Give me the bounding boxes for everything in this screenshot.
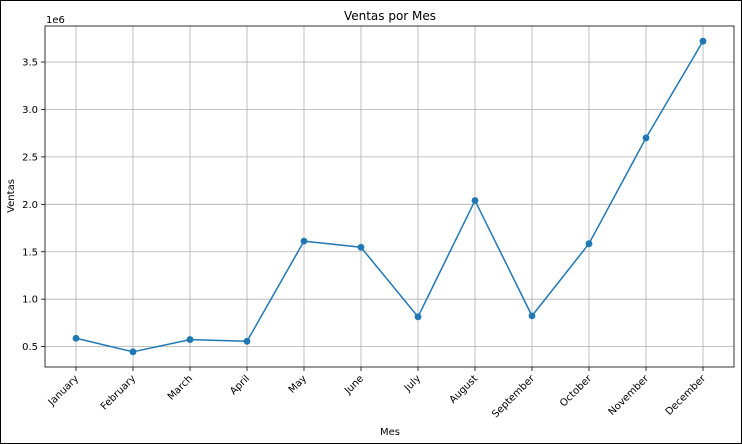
x-tick-label: November xyxy=(607,373,652,418)
data-point-marker xyxy=(357,243,365,251)
y-tick-label: 1.0 xyxy=(22,295,38,306)
data-point-marker xyxy=(585,240,593,248)
plot-area-border xyxy=(44,25,735,368)
series-layer xyxy=(72,37,707,356)
chart-title: Ventas por Mes xyxy=(344,9,436,23)
y-scale-label: 1e6 xyxy=(46,15,65,26)
data-point-marker xyxy=(72,334,80,342)
x-tick-label: August xyxy=(448,373,481,406)
x-tick-label: May xyxy=(287,373,309,395)
y-tick-label: 1.5 xyxy=(22,247,38,258)
x-axis-title: Mes xyxy=(380,427,400,438)
data-point-marker xyxy=(129,348,137,356)
x-tick-label: April xyxy=(228,373,252,397)
y-axis-title: Ventas xyxy=(6,179,17,213)
x-tick-label: February xyxy=(99,373,138,412)
x-tick-label: January xyxy=(46,373,81,408)
y-tick-label: 3.5 xyxy=(22,58,38,69)
x-tick-label: June xyxy=(342,373,366,397)
x-tick-label: September xyxy=(490,373,537,420)
data-point-marker xyxy=(699,37,707,45)
data-point-marker xyxy=(186,336,194,343)
data-point-marker xyxy=(528,312,536,320)
y-tick-label: 0.5 xyxy=(22,342,38,353)
tick-label-layer: January February March April May June July Augu… xyxy=(22,58,709,421)
y-tick-label: 2.0 xyxy=(22,200,38,211)
x-tick-label: July xyxy=(402,373,423,394)
data-point-marker xyxy=(471,197,479,204)
data-point-marker xyxy=(243,337,251,345)
x-tick-label: October xyxy=(558,373,595,410)
y-tick-label: 2.5 xyxy=(22,152,38,163)
data-point-marker xyxy=(414,313,422,321)
x-tick-label: March xyxy=(166,373,195,402)
data-point-marker xyxy=(642,134,650,142)
series-line xyxy=(75,40,704,353)
x-tick-label: December xyxy=(664,373,709,418)
y-tick-label: 3.0 xyxy=(22,105,38,116)
axis-layer xyxy=(41,25,735,371)
grid-layer xyxy=(45,26,734,367)
data-point-marker xyxy=(300,237,308,245)
